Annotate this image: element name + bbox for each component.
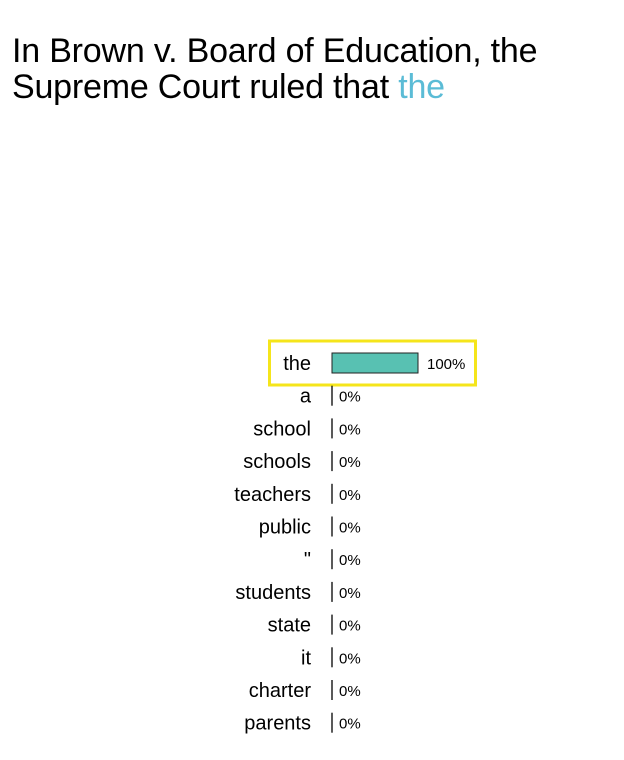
probability-label: 100% (427, 356, 465, 373)
probability-label: 0% (339, 520, 361, 537)
probability-label: 0% (339, 389, 361, 406)
token-label: public (259, 517, 311, 539)
token-label: it (301, 647, 311, 669)
probability-label: 0% (339, 421, 361, 438)
probability-label: 0% (339, 552, 361, 569)
probability-label: 0% (339, 487, 361, 504)
highlight-box (268, 339, 477, 387)
token-label: students (235, 582, 311, 604)
predicted-token: the (398, 68, 445, 106)
probability-label: 0% (339, 650, 361, 667)
token-label: schools (243, 451, 311, 473)
token-label: school (253, 418, 311, 440)
probability-bar (331, 352, 419, 374)
token-label: a (300, 386, 312, 408)
prompt-text: In Brown v. Board of Education, the Supr… (12, 33, 612, 105)
probability-label: 0% (339, 454, 361, 471)
token-label: " (304, 549, 311, 571)
token-label: teachers (234, 484, 311, 506)
token-label: state (268, 615, 311, 637)
token-label: charter (249, 680, 312, 702)
probability-label: 0% (339, 716, 361, 733)
prompt-main: In Brown v. Board of Education, the Supr… (12, 32, 538, 106)
probability-label: 0% (339, 585, 361, 602)
probability-label: 0% (339, 618, 361, 635)
token-label: parents (244, 713, 311, 735)
token-label: the (283, 353, 311, 375)
probability-label: 0% (339, 683, 361, 700)
